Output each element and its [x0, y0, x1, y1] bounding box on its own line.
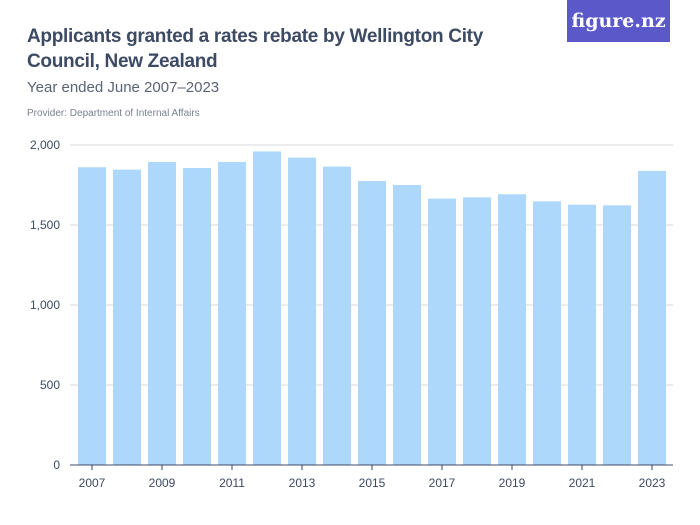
bar-2007[interactable] [78, 167, 106, 466]
x-tick-label: 2013 [289, 476, 316, 490]
chart-subtitle: Year ended June 2007–2023 [27, 79, 220, 96]
x-tick-label: 2023 [639, 476, 666, 490]
bar-2016[interactable] [393, 185, 421, 465]
bar-2009[interactable] [148, 161, 176, 465]
y-tick-label: 500 [40, 378, 60, 392]
bar-2021[interactable] [568, 204, 596, 465]
bar-2013[interactable] [288, 157, 316, 465]
bar-2014[interactable] [323, 166, 351, 465]
y-tick-label: 2,000 [30, 138, 60, 152]
y-tick-label: 1,500 [30, 218, 60, 232]
y-tick-label: 1,000 [30, 298, 60, 312]
x-tick-label: 2009 [149, 476, 176, 490]
x-tick-label: 2015 [359, 476, 386, 490]
logo-text: figure.nz [571, 10, 666, 32]
x-tick-label: 2011 [219, 476, 245, 490]
bar-2010[interactable] [183, 168, 211, 466]
x-tick-label: 2021 [569, 476, 596, 490]
x-tick-label: 2019 [499, 476, 526, 490]
x-tick-label: 2017 [429, 476, 456, 490]
provider-text: Provider: Department of Internal Affairs [27, 108, 200, 119]
figure-nz-logo[interactable]: figure.nz [567, 0, 670, 42]
y-tick-label: 0 [53, 458, 60, 472]
bar-2018[interactable] [463, 197, 491, 465]
bar-2012[interactable] [253, 151, 281, 465]
bar-2011[interactable] [218, 161, 246, 465]
bar-2019[interactable] [498, 194, 526, 465]
x-tick-label: 2007 [79, 476, 106, 490]
bar-2023[interactable] [638, 170, 666, 466]
bar-2015[interactable] [358, 181, 386, 465]
bar-2008[interactable] [113, 169, 141, 465]
bar-2022[interactable] [603, 205, 631, 465]
chart-title: Applicants granted a rates rebate by Wel… [27, 26, 483, 72]
bar-2020[interactable] [533, 201, 561, 465]
bar-2017[interactable] [428, 198, 456, 465]
